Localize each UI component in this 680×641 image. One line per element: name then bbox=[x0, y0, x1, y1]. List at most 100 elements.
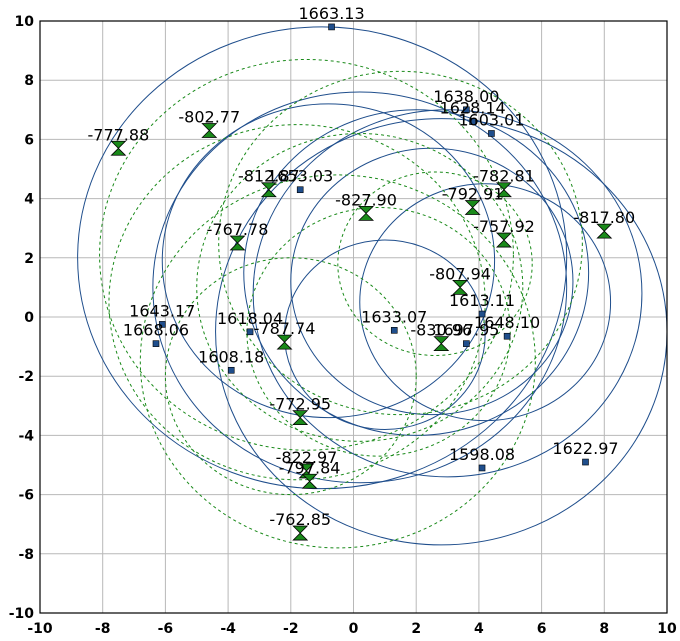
point-label: 1633.07 bbox=[361, 307, 427, 326]
hourglass-marker bbox=[358, 206, 375, 221]
point-label: -777.88 bbox=[87, 125, 149, 144]
solid-circle bbox=[161, 103, 496, 419]
markers bbox=[110, 23, 613, 541]
solid-circle bbox=[359, 183, 612, 422]
x-tick-label: -2 bbox=[283, 621, 299, 637]
dashed-circle bbox=[139, 174, 536, 549]
y-tick-label: -8 bbox=[18, 547, 34, 563]
square-marker bbox=[488, 130, 495, 137]
point-label: -807.94 bbox=[429, 264, 491, 283]
point-label: -792.91 bbox=[442, 184, 504, 203]
point-label: 1608.18 bbox=[198, 347, 264, 366]
hourglass-marker bbox=[229, 235, 246, 251]
hourglass-marker bbox=[110, 140, 127, 156]
point-label: 1663.13 bbox=[298, 4, 364, 23]
dashed-circle bbox=[196, 132, 524, 442]
square-marker bbox=[478, 464, 486, 472]
x-tick-label: -8 bbox=[95, 621, 111, 637]
point-label: -802.77 bbox=[178, 108, 240, 127]
point-label: 1622.97 bbox=[552, 439, 618, 458]
point-label: -827.90 bbox=[335, 190, 397, 209]
y-tick-label: 8 bbox=[24, 73, 34, 89]
x-tick-label: -4 bbox=[220, 621, 236, 637]
point-label: 1643.17 bbox=[129, 301, 195, 320]
square-marker bbox=[503, 332, 511, 340]
square-marker bbox=[328, 23, 335, 31]
solid-circle bbox=[215, 118, 667, 546]
square-marker bbox=[463, 340, 470, 347]
solid-circle bbox=[243, 109, 590, 436]
hourglass-marker bbox=[292, 410, 309, 426]
x-tick-label: 0 bbox=[349, 621, 359, 637]
point-label: 1653.03 bbox=[267, 167, 333, 186]
dashed-circle bbox=[337, 171, 533, 356]
curves bbox=[77, 26, 667, 549]
y-tick-label: -4 bbox=[18, 428, 34, 444]
solid-circle bbox=[290, 147, 574, 416]
y-tick-label: 10 bbox=[15, 14, 35, 30]
y-tick-label: -2 bbox=[18, 369, 34, 385]
y-tick-label: 4 bbox=[24, 192, 34, 208]
point-label: -812.87 bbox=[238, 167, 300, 186]
x-tick-label: 8 bbox=[599, 621, 609, 637]
point-label: -817.80 bbox=[573, 208, 635, 227]
dashed-circle bbox=[218, 70, 583, 416]
square-marker bbox=[158, 321, 166, 328]
square-marker bbox=[246, 328, 254, 336]
square-marker bbox=[478, 310, 486, 318]
axis-ticks: -10 -8 -6 -4 -2 0 2 4 6 8 10 10 8 6 4 2 0 -2 -4 -6 -8 -10 bbox=[9, 14, 677, 637]
dashed-circle bbox=[99, 58, 514, 451]
square-marker bbox=[296, 186, 304, 194]
square-marker bbox=[227, 366, 235, 374]
hourglass-marker bbox=[260, 182, 277, 198]
point-label: 1628.14 bbox=[440, 99, 506, 118]
solid-circle bbox=[77, 26, 568, 490]
x-tick-label: 6 bbox=[537, 621, 547, 637]
hourglass-marker bbox=[452, 280, 469, 295]
x-tick-label: 4 bbox=[474, 621, 484, 637]
square-marker bbox=[152, 340, 160, 347]
plot-frame bbox=[39, 20, 668, 614]
point-label: -767.78 bbox=[207, 220, 269, 239]
point-label: -797.84 bbox=[279, 458, 341, 477]
point-label: 1613.11 bbox=[449, 291, 515, 310]
square-marker bbox=[582, 458, 589, 466]
point-label: -762.85 bbox=[269, 510, 331, 529]
x-tick-label: -10 bbox=[27, 621, 53, 637]
hourglass-marker bbox=[496, 182, 512, 198]
solid-circle bbox=[252, 109, 643, 478]
point-label: -757.92 bbox=[473, 217, 535, 236]
hourglass-marker bbox=[596, 223, 613, 239]
hourglass-marker bbox=[301, 473, 318, 489]
x-tick-label: 2 bbox=[411, 621, 421, 637]
y-tick-label: 6 bbox=[24, 132, 34, 148]
square-marker bbox=[469, 118, 476, 125]
dashed-circle bbox=[164, 257, 417, 496]
y-tick-label: 0 bbox=[24, 310, 34, 326]
point-label: 1668.06 bbox=[123, 321, 189, 340]
x-tick-label: 10 bbox=[657, 621, 677, 637]
y-tick-label: -6 bbox=[18, 488, 34, 504]
point-label: 1648.10 bbox=[474, 313, 540, 332]
y-tick-label: 2 bbox=[24, 251, 34, 267]
point-label: -787.74 bbox=[254, 319, 316, 338]
y-tick-label: -10 bbox=[9, 606, 35, 622]
point-label: -822.97 bbox=[276, 448, 338, 467]
point-label: 1697.95 bbox=[433, 321, 499, 340]
dashed-circle bbox=[108, 124, 486, 481]
point-label: -782.81 bbox=[473, 167, 535, 186]
x-tick-label: -6 bbox=[158, 621, 174, 637]
hourglass-marker bbox=[276, 334, 293, 350]
point-label: 1638.00 bbox=[433, 87, 499, 106]
point-label: -772.95 bbox=[269, 395, 331, 414]
square-marker bbox=[463, 106, 470, 114]
hourglass-marker bbox=[201, 123, 218, 138]
point-label: -830.96 bbox=[410, 321, 472, 340]
hourglass-marker bbox=[433, 336, 450, 352]
solid-circle bbox=[152, 91, 568, 484]
point-label: 1603.01 bbox=[458, 110, 524, 129]
hourglass-marker bbox=[496, 232, 512, 248]
hourglass-marker bbox=[464, 200, 481, 215]
